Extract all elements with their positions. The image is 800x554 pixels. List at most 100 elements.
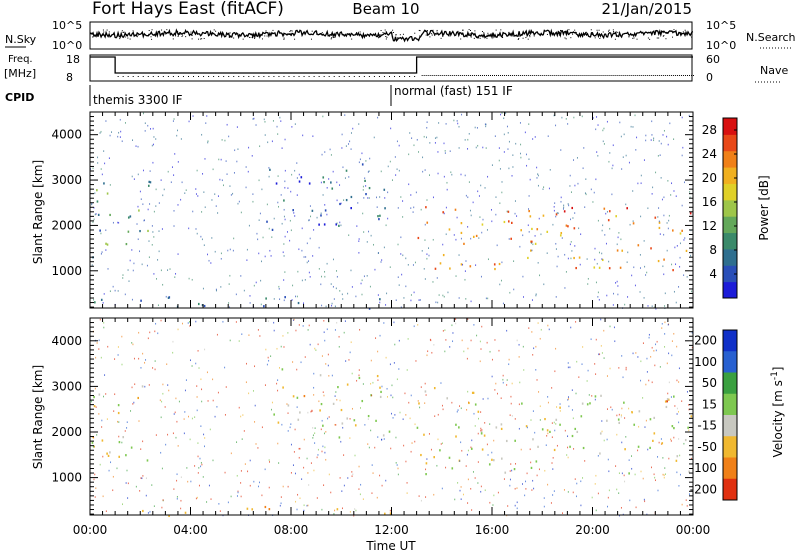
data-cell <box>245 166 247 168</box>
data-cell <box>667 392 669 395</box>
data-cell <box>442 294 444 297</box>
data-cell <box>599 353 601 356</box>
data-cell <box>444 329 446 331</box>
nave-point <box>467 75 469 76</box>
data-cell <box>200 425 202 427</box>
data-cell <box>596 262 598 265</box>
data-cell <box>301 478 303 480</box>
data-cell <box>682 146 684 149</box>
data-cell <box>385 304 387 306</box>
data-cell <box>254 365 256 368</box>
data-cell <box>653 139 655 142</box>
data-cell <box>601 430 603 433</box>
data-cell <box>327 417 329 420</box>
data-cell <box>414 440 416 443</box>
data-cell <box>390 412 392 415</box>
nave-point <box>520 75 522 76</box>
nave-point <box>233 76 235 77</box>
data-cell <box>537 184 539 187</box>
data-cell <box>200 465 202 468</box>
data-cell <box>321 275 323 278</box>
cpid-mode-2: normal (fast) 151 IF <box>394 84 513 98</box>
data-cell <box>208 484 210 487</box>
data-cell <box>309 205 311 207</box>
noise-search-point <box>649 38 651 40</box>
data-cell <box>155 322 157 325</box>
data-cell <box>480 411 482 413</box>
data-cell <box>334 395 336 397</box>
data-cell <box>150 128 152 130</box>
data-cell <box>105 249 107 251</box>
data-cell <box>345 198 348 202</box>
data-cell <box>543 186 545 188</box>
data-cell <box>323 484 325 487</box>
data-cell <box>358 376 361 380</box>
data-cell <box>198 367 200 369</box>
noise-search-point <box>311 30 313 32</box>
data-cell <box>98 339 100 342</box>
data-cell <box>289 219 291 222</box>
data-cell <box>464 278 466 281</box>
data-cell <box>409 417 411 420</box>
data-cell <box>552 468 554 470</box>
data-cell <box>455 423 457 426</box>
data-cell <box>122 277 124 279</box>
data-cell <box>149 510 151 513</box>
data-cell <box>467 148 469 150</box>
data-cell <box>467 390 469 393</box>
data-cell <box>296 177 298 179</box>
data-cell <box>483 434 486 437</box>
data-cell <box>565 271 567 273</box>
data-cell <box>567 362 569 364</box>
data-cell <box>138 331 140 334</box>
noise-search-point <box>658 37 660 39</box>
data-cell <box>362 189 364 191</box>
data-cell <box>377 436 379 438</box>
data-cell <box>653 349 655 352</box>
noise-search-point <box>560 29 562 31</box>
noise-search-point <box>566 30 568 32</box>
noise-search-point <box>103 31 105 33</box>
data-cell <box>211 237 213 239</box>
data-cell <box>587 283 589 285</box>
data-cell <box>398 144 400 147</box>
data-cell <box>573 227 576 230</box>
data-cell <box>616 488 618 491</box>
data-cell <box>406 492 408 494</box>
nave-point <box>666 75 668 76</box>
data-cell <box>307 504 309 507</box>
data-cell <box>373 136 375 139</box>
data-cell <box>320 181 322 184</box>
data-cell <box>212 399 214 402</box>
data-cell <box>118 221 120 224</box>
data-cell <box>429 142 431 144</box>
data-cell <box>173 225 175 227</box>
data-cell <box>600 394 602 397</box>
data-cell <box>319 374 322 377</box>
data-cell <box>180 198 182 201</box>
data-cell <box>504 471 507 474</box>
noise-search-point <box>590 32 592 34</box>
data-cell <box>379 301 381 304</box>
data-cell <box>267 141 269 144</box>
data-cell <box>377 215 379 218</box>
data-cell <box>424 390 427 393</box>
nave-point <box>469 75 471 76</box>
data-cell <box>185 379 187 381</box>
velocity-panel-frame <box>89 317 694 516</box>
data-cell <box>628 459 630 461</box>
data-cell <box>198 484 200 487</box>
data-cell <box>604 234 606 236</box>
data-cell <box>408 401 410 404</box>
data-cell <box>598 298 600 301</box>
data-cell <box>381 259 383 261</box>
data-cell <box>549 430 551 434</box>
data-cell <box>555 296 557 298</box>
data-cell <box>267 320 269 323</box>
data-cell <box>249 295 251 297</box>
data-cell <box>125 242 128 246</box>
data-cell <box>291 126 293 128</box>
data-cell <box>413 206 415 209</box>
noise-search-point <box>289 31 291 33</box>
data-cell <box>625 366 627 369</box>
